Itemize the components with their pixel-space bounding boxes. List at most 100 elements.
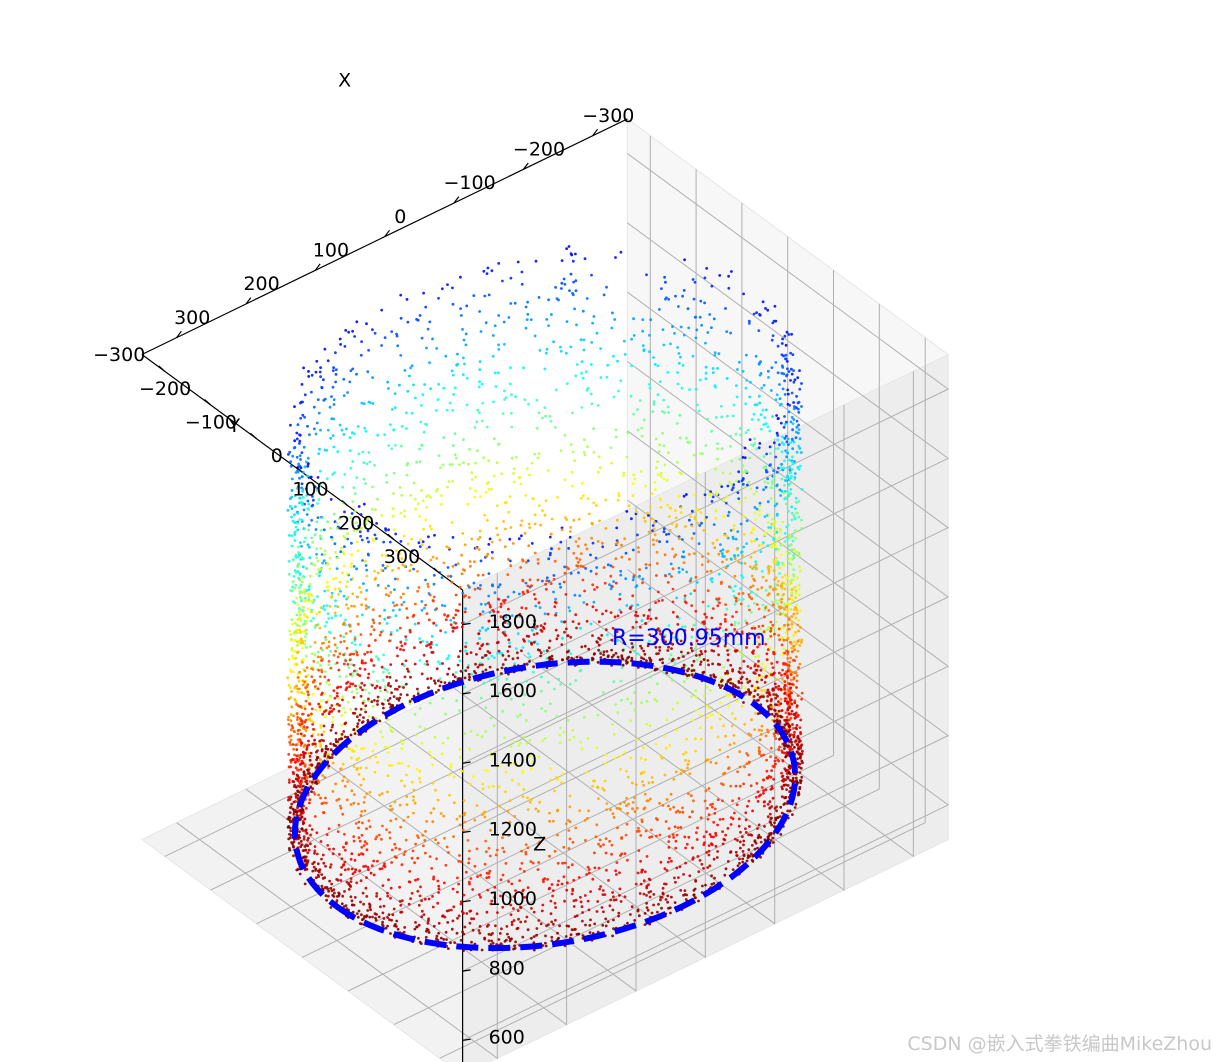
data-point bbox=[750, 632, 753, 636]
data-point bbox=[770, 785, 774, 788]
data-point bbox=[582, 451, 586, 454]
data-point bbox=[390, 330, 394, 333]
data-point bbox=[373, 331, 377, 335]
data-point bbox=[326, 698, 330, 702]
data-point bbox=[373, 463, 376, 467]
data-point bbox=[330, 537, 334, 541]
data-point bbox=[679, 772, 683, 776]
data-point bbox=[562, 730, 566, 734]
data-point bbox=[646, 617, 650, 620]
data-point bbox=[491, 334, 495, 337]
data-point bbox=[777, 633, 781, 637]
data-point bbox=[733, 623, 736, 627]
data-point bbox=[533, 522, 537, 526]
data-point bbox=[755, 782, 759, 785]
data-point bbox=[332, 512, 336, 516]
data-point bbox=[542, 836, 546, 839]
data-point bbox=[738, 667, 742, 670]
data-point bbox=[551, 894, 554, 898]
data-point bbox=[431, 337, 434, 341]
data-point bbox=[405, 773, 408, 777]
data-point bbox=[659, 498, 662, 502]
data-point bbox=[391, 601, 395, 604]
data-point bbox=[540, 909, 544, 913]
data-point bbox=[772, 475, 776, 478]
data-point bbox=[321, 774, 325, 777]
data-point bbox=[350, 690, 354, 694]
data-point bbox=[746, 428, 750, 432]
data-point bbox=[732, 741, 736, 745]
data-point bbox=[522, 870, 526, 873]
data-point bbox=[389, 591, 393, 594]
data-point bbox=[347, 867, 350, 871]
data-point bbox=[559, 349, 563, 353]
data-point bbox=[795, 704, 799, 708]
data-point bbox=[758, 501, 762, 505]
data-point bbox=[287, 723, 291, 726]
data-point bbox=[721, 842, 725, 846]
data-point bbox=[449, 763, 453, 767]
data-point bbox=[531, 861, 535, 865]
data-point bbox=[744, 827, 747, 831]
data-point bbox=[559, 449, 563, 453]
data-point bbox=[790, 588, 794, 592]
data-point bbox=[648, 350, 651, 354]
data-point bbox=[437, 454, 441, 457]
data-point bbox=[460, 625, 464, 629]
data-point bbox=[431, 651, 435, 654]
data-point bbox=[445, 408, 449, 412]
data-point bbox=[435, 643, 439, 647]
data-point bbox=[633, 708, 637, 712]
data-point bbox=[498, 764, 501, 768]
data-point bbox=[668, 807, 672, 811]
data-point bbox=[479, 602, 483, 606]
data-point bbox=[287, 753, 291, 756]
data-point bbox=[673, 661, 677, 665]
data-point bbox=[399, 640, 403, 644]
data-point bbox=[333, 696, 337, 700]
data-point bbox=[554, 286, 557, 289]
data-point bbox=[780, 450, 784, 454]
data-point bbox=[788, 557, 792, 561]
data-point bbox=[571, 259, 575, 263]
data-point bbox=[490, 752, 494, 755]
data-point bbox=[667, 846, 671, 849]
data-point bbox=[316, 516, 320, 519]
data-point bbox=[485, 876, 489, 880]
data-point bbox=[661, 431, 664, 435]
data-point bbox=[334, 614, 337, 618]
data-point bbox=[524, 581, 528, 585]
data-point bbox=[676, 346, 680, 349]
data-point bbox=[791, 727, 795, 730]
data-point bbox=[656, 393, 660, 397]
data-point bbox=[405, 795, 409, 798]
data-point bbox=[792, 554, 795, 557]
data-point bbox=[547, 298, 550, 302]
data-point bbox=[464, 649, 467, 653]
data-point bbox=[508, 641, 511, 645]
data-point bbox=[360, 681, 364, 685]
data-point bbox=[560, 526, 564, 530]
data-point bbox=[410, 856, 414, 860]
data-point bbox=[688, 518, 691, 522]
grid-line-x bbox=[592, 371, 914, 858]
data-point bbox=[648, 724, 652, 728]
data-point bbox=[771, 603, 775, 607]
data-point bbox=[322, 730, 326, 734]
data-point bbox=[320, 553, 324, 556]
data-point bbox=[376, 433, 380, 437]
data-point bbox=[339, 879, 343, 882]
data-point bbox=[733, 621, 737, 624]
data-point bbox=[650, 492, 654, 495]
data-point bbox=[289, 686, 292, 690]
data-point bbox=[705, 716, 709, 720]
data-point bbox=[611, 908, 615, 912]
data-point bbox=[483, 815, 487, 819]
data-point bbox=[699, 299, 703, 303]
data-point bbox=[528, 800, 532, 804]
data-point bbox=[301, 503, 304, 507]
x-axis-line bbox=[141, 118, 628, 356]
data-point bbox=[425, 547, 429, 550]
data-point bbox=[338, 804, 342, 808]
data-point bbox=[316, 661, 320, 664]
